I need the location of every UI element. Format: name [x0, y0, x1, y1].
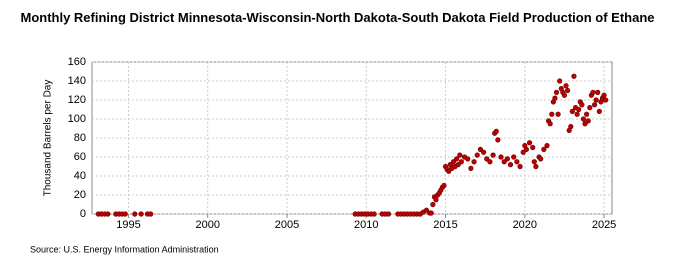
point [385, 211, 392, 217]
point [457, 152, 463, 158]
point [544, 143, 550, 149]
x-tick-label: 2020 [513, 219, 537, 231]
y-tick-label: 100 [68, 113, 86, 125]
x-tick-label: 2005 [275, 219, 299, 231]
point [557, 78, 563, 84]
point [574, 111, 580, 117]
point [450, 159, 457, 165]
point [582, 121, 588, 127]
source: Source: U.S. Energy Information Administ… [30, 244, 219, 254]
point [595, 89, 601, 95]
point [105, 211, 111, 217]
point [487, 159, 493, 165]
chart-title: Monthly Refining District Minnesota-Wisc… [20, 10, 655, 25]
point [493, 128, 499, 134]
point [148, 211, 154, 217]
point [587, 104, 593, 111]
point [584, 111, 590, 117]
point [371, 211, 377, 217]
point [593, 97, 599, 103]
point [591, 102, 598, 108]
point [520, 149, 526, 155]
point [514, 159, 520, 165]
y-tick-label: 60 [74, 151, 86, 163]
point [490, 152, 496, 158]
point [552, 95, 558, 101]
y-tick-label: 20 [74, 189, 86, 201]
point [571, 73, 577, 79]
point [569, 108, 575, 114]
point [576, 106, 582, 113]
x-tick-label: 2010 [354, 219, 378, 231]
x-tick-label: 2025 [592, 219, 616, 231]
y-tick-label: 120 [68, 94, 86, 106]
point [561, 92, 568, 98]
point [477, 146, 484, 152]
point [565, 87, 571, 94]
y-tick-label: 160 [68, 56, 86, 68]
point [538, 156, 544, 162]
point [471, 159, 477, 165]
point [458, 159, 464, 165]
point [132, 211, 138, 217]
point [468, 165, 474, 171]
point [530, 144, 536, 151]
point [553, 89, 560, 95]
point [555, 111, 561, 117]
point [138, 211, 144, 217]
x-tick-label: 1995 [116, 219, 140, 231]
point [547, 121, 553, 127]
point [480, 149, 487, 155]
point [541, 146, 547, 152]
point [549, 111, 555, 117]
point [533, 163, 539, 170]
point [498, 154, 504, 160]
x-tick-label: 2000 [195, 219, 219, 231]
point [603, 97, 609, 103]
point [504, 156, 510, 162]
x-tick-label: 2015 [433, 219, 457, 231]
point [433, 197, 439, 203]
point [441, 182, 447, 189]
point [601, 92, 607, 98]
y-axis-label: Thousand Barrels per Day [43, 80, 54, 197]
point [507, 162, 514, 168]
point [474, 152, 480, 158]
point [590, 89, 596, 95]
point [511, 154, 517, 160]
point [526, 140, 533, 146]
point [523, 146, 529, 152]
point [568, 123, 574, 130]
point [454, 156, 460, 162]
point [585, 118, 591, 124]
point [430, 201, 436, 208]
point [495, 137, 501, 143]
point [501, 159, 507, 165]
point [455, 162, 461, 168]
point [531, 159, 537, 165]
point [517, 163, 523, 170]
point [580, 116, 587, 122]
y-tick-label: 140 [68, 75, 86, 87]
point [579, 102, 585, 108]
point [563, 83, 569, 89]
point [122, 211, 128, 217]
point [465, 156, 471, 162]
point [446, 168, 452, 174]
point [484, 156, 490, 162]
point [428, 210, 434, 216]
y-tick-label: 40 [74, 170, 86, 182]
y-tick-label: 0 [80, 208, 86, 220]
point [423, 207, 430, 213]
point [596, 108, 602, 114]
y-tick-label: 80 [74, 132, 86, 144]
